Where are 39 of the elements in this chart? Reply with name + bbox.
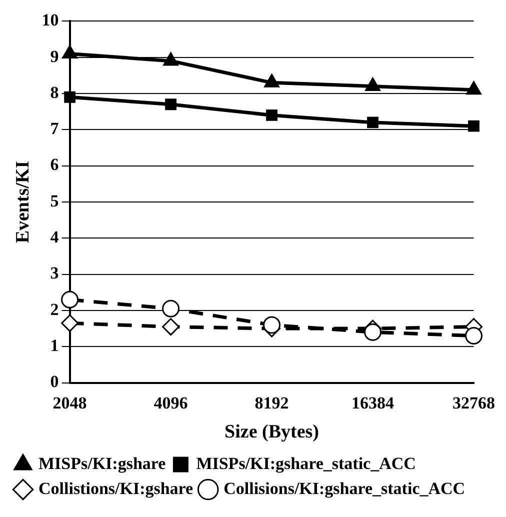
x-tick-label: 8192 <box>254 393 289 412</box>
point <box>367 116 378 128</box>
legend-label: Collistions/KI:gshare <box>38 478 194 498</box>
y-tick-label: 3 <box>50 264 59 283</box>
y-tick-label: 5 <box>50 191 59 210</box>
point <box>162 318 180 336</box>
point <box>64 91 76 103</box>
point <box>364 323 382 341</box>
y-tick-label: 0 <box>50 372 59 392</box>
y-tick-label: 8 <box>50 82 59 102</box>
y-tick-label: 1 <box>50 336 59 356</box>
point <box>61 290 79 308</box>
legend-label: MISPs/KI:gshare_static_ACC <box>196 454 416 473</box>
x-tick-label: 2048 <box>52 393 87 412</box>
point <box>466 81 482 95</box>
y-tick-label: 2 <box>50 300 59 319</box>
y-axis-title: Events/KI <box>12 160 34 244</box>
y-tick-label: 6 <box>50 155 59 174</box>
point <box>263 316 281 334</box>
y-tick-label: 7 <box>50 119 60 138</box>
point <box>465 327 482 345</box>
point <box>62 44 78 58</box>
point <box>163 52 178 66</box>
point <box>264 74 280 88</box>
legend-label: Collisions/KI:gshare_static_ACC <box>224 478 466 498</box>
y-tick-label: 10 <box>42 10 59 30</box>
legend-label: MISPs/KI:gshare <box>38 454 166 473</box>
x-axis-title: Size (Bytes) <box>224 422 319 443</box>
point <box>61 314 79 332</box>
x-tick-label: 32768 <box>452 393 495 412</box>
point <box>266 110 278 121</box>
point <box>162 300 180 318</box>
x-tick-label: 16384 <box>352 393 395 412</box>
y-tick-label: 9 <box>50 46 59 66</box>
x-tick-label: 4096 <box>154 393 188 412</box>
y-tick-label: 4 <box>50 228 60 247</box>
point <box>365 78 380 92</box>
point <box>165 98 176 110</box>
point <box>468 120 480 132</box>
